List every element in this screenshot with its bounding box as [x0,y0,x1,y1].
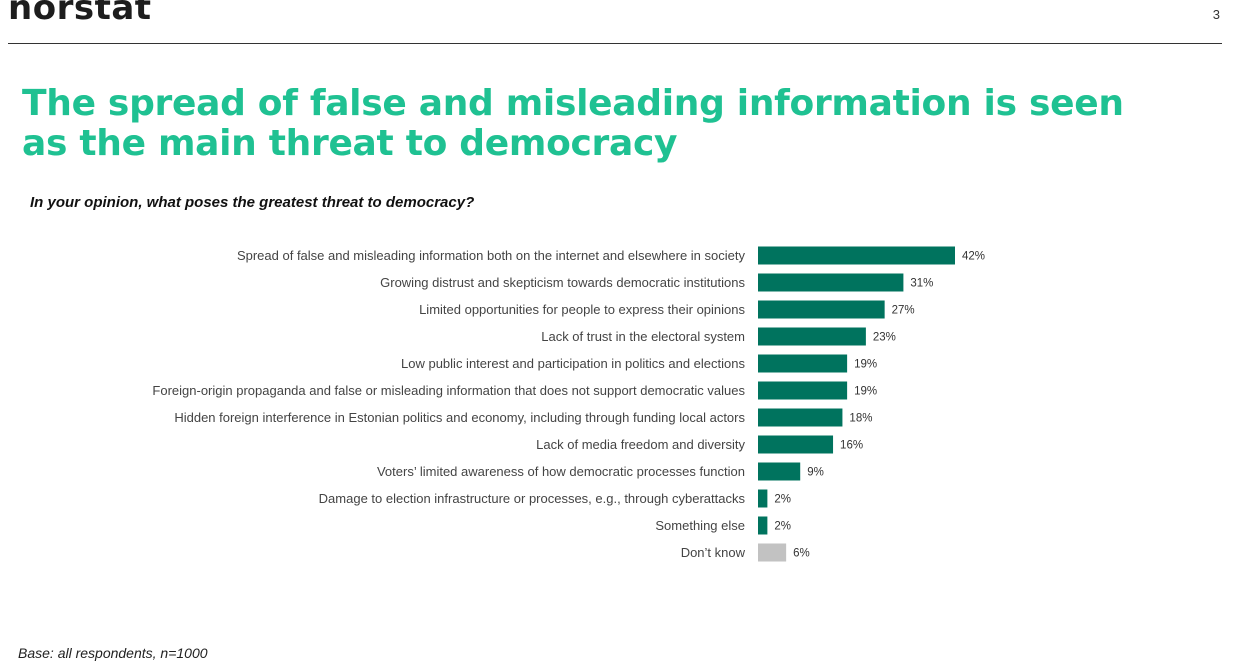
page-number: 3 [1212,7,1220,22]
category-label: Damage to election infrastructure or pro… [319,491,746,506]
category-label: Voters’ limited awareness of how democra… [377,464,745,479]
category-label: Hidden foreign interference in Estonian … [174,410,745,425]
norstat-logo: norstat [8,0,152,28]
value-label: 18% [849,413,872,425]
bar [758,543,787,562]
category-label: Low public interest and participation in… [401,356,745,371]
bar [758,435,834,454]
bar [758,273,904,292]
bar [758,300,885,319]
value-label: 2% [774,494,791,506]
bar [758,489,768,508]
value-label: 27% [892,305,915,317]
page-title: The spread of false and misleading infor… [22,83,1124,164]
bar [758,381,848,400]
bar [758,516,768,535]
value-label: 16% [840,440,863,452]
survey-question: In your opinion, what poses the greatest… [30,194,475,211]
category-label: Lack of trust in the electoral system [541,329,745,344]
category-label: Limited opportunities for people to expr… [419,302,745,317]
value-label: 19% [854,359,877,371]
category-label: Don’t know [681,545,746,560]
bar [758,462,801,481]
category-label: Foreign-origin propaganda and false or m… [152,383,745,398]
value-label: 2% [774,521,791,533]
bar [758,354,848,373]
category-label: Lack of media freedom and diversity [536,437,745,452]
value-label: 9% [807,467,824,479]
value-label: 6% [793,548,810,560]
category-label: Something else [655,518,745,533]
value-label: 19% [854,386,877,398]
value-label: 31% [910,278,933,290]
bar-chart: Spread of false and misleading informati… [152,246,985,562]
header-divider [8,43,1222,44]
bar [758,327,866,346]
category-label: Spread of false and misleading informati… [237,248,746,263]
base-footnote: Base: all respondents, n=1000 [18,645,208,661]
bar [758,246,955,265]
bar [758,408,843,427]
value-label: 23% [873,332,896,344]
value-label: 42% [962,251,985,263]
category-label: Growing distrust and skepticism towards … [380,275,745,290]
